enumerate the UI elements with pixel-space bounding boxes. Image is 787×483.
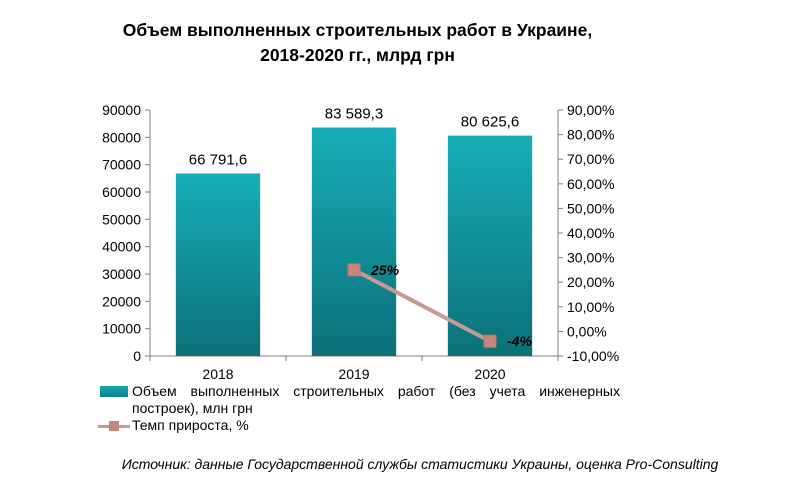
legend-bar-label: Объем выполненных строительных работ (бе… [132, 383, 620, 416]
legend-item-line: Темп прироста, % [98, 417, 620, 434]
y-right-tick-label: 90,00% [567, 102, 614, 118]
legend: Объем выполненных строительных работ (бе… [98, 383, 620, 434]
y-right-tick-label: 0,00% [567, 323, 607, 339]
growth-series [347, 263, 497, 348]
y-right-tick-label: 10,00% [567, 299, 614, 315]
y-right-tick-label: 70,00% [567, 151, 614, 167]
chart-title: Объем выполненных строительных работ в У… [60, 18, 655, 68]
bar-value-label: 80 625,6 [461, 114, 519, 131]
chart-title-line-2: 2018-2020 гг., млрд грн [260, 45, 455, 65]
legend-line-label: Темп прироста, % [132, 417, 249, 433]
bar-series [175, 127, 533, 356]
y-left-tick-label: 50000 [102, 211, 141, 227]
y-left-tick-label: 60000 [102, 184, 141, 200]
y-right-tick-label: 20,00% [567, 274, 614, 290]
y-left-tick-label: 70000 [102, 157, 141, 173]
legend-line-swatch [98, 419, 130, 433]
data-labels: 66 791,6 83 589,3 80 625,6 25% -4% [189, 106, 533, 350]
bar [311, 127, 397, 356]
y-right-tick-label: 30,00% [567, 250, 614, 266]
legend-bar-swatch [100, 386, 128, 397]
x-tick-label: 2020 [474, 366, 505, 382]
y-left-tick-label: 0 [133, 348, 141, 364]
y-right-tick-label: 60,00% [567, 176, 614, 192]
chart-title-line-1: Объем выполненных строительных работ в У… [122, 20, 593, 40]
y-left-tick-label: 90000 [102, 102, 141, 118]
bar-value-label: 66 791,6 [189, 151, 247, 168]
x-tick-label: 2018 [202, 366, 233, 382]
bar [175, 173, 261, 356]
growth-line [353, 268, 491, 344]
legend-item-bars: Объем выполненных строительных работ (бе… [98, 383, 620, 417]
growth-value-label: -4% [507, 333, 532, 349]
growth-marker [483, 334, 497, 348]
y-right-tick-label: -10,00% [567, 348, 619, 364]
growth-marker [347, 263, 361, 277]
y-right-tick-label: 40,00% [567, 225, 614, 241]
bar-value-label: 83 589,3 [325, 106, 383, 123]
y-left-tick-label: 20000 [102, 293, 141, 309]
y-left-tick-label: 10000 [102, 321, 141, 337]
bar [447, 135, 533, 356]
y-left-tick-label: 40000 [102, 239, 141, 255]
y-right-tick-label: 80,00% [567, 127, 614, 143]
y-left-tick-label: 80000 [102, 129, 141, 145]
y-left-tick-label: 30000 [102, 266, 141, 282]
x-tick-label: 2019 [338, 366, 369, 382]
chart-axes: 90000 80000 70000 60000 50000 40000 30000 20000… [102, 102, 619, 382]
growth-value-label: 25% [370, 262, 400, 278]
source-note: Источник: данные Государственной службы … [121, 456, 719, 472]
y-right-tick-label: 50,00% [567, 200, 614, 216]
